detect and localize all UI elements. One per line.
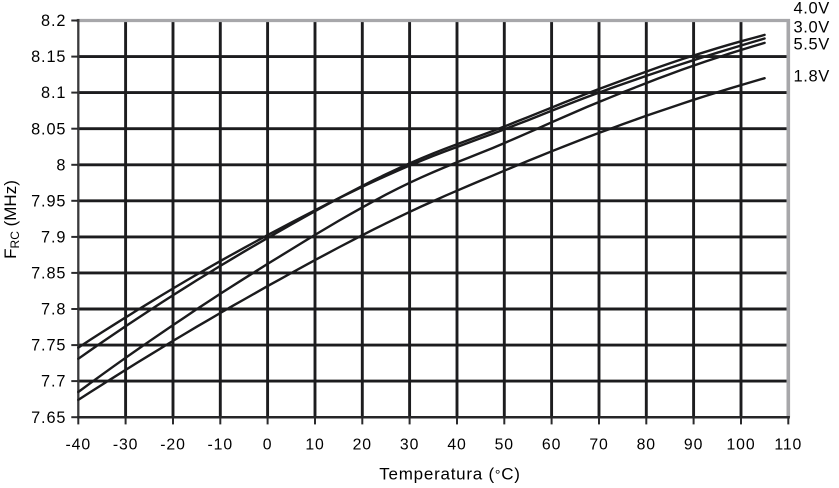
svg-text:8: 8	[56, 156, 66, 174]
svg-text:1.8V: 1.8V	[794, 68, 830, 86]
svg-text:90: 90	[684, 437, 703, 454]
svg-text:8.05: 8.05	[31, 120, 66, 138]
svg-text:20: 20	[353, 437, 372, 454]
svg-text:-30: -30	[113, 437, 139, 454]
svg-text:-10: -10	[208, 437, 234, 454]
svg-text:40: 40	[447, 437, 466, 454]
svg-text:7.8: 7.8	[41, 301, 66, 319]
svg-text:10: 10	[305, 437, 324, 454]
svg-text:50: 50	[495, 437, 514, 454]
svg-text:7.85: 7.85	[31, 265, 66, 283]
svg-text:80: 80	[637, 437, 656, 454]
svg-text:-20: -20	[160, 437, 186, 454]
svg-text:7.95: 7.95	[31, 192, 66, 210]
svg-text:8.15: 8.15	[31, 48, 66, 66]
svg-text:4.0V: 4.0V	[794, 0, 830, 18]
svg-text:30: 30	[400, 437, 419, 454]
svg-text:7.75: 7.75	[31, 337, 66, 355]
svg-text:7.9: 7.9	[41, 229, 66, 247]
svg-text:Temperatura (°C): Temperatura (°C)	[379, 465, 520, 484]
svg-text:110: 110	[774, 437, 802, 454]
svg-text:0: 0	[263, 437, 273, 454]
svg-text:70: 70	[589, 437, 608, 454]
svg-text:60: 60	[542, 437, 561, 454]
svg-text:-40: -40	[66, 437, 92, 454]
svg-text:8.1: 8.1	[41, 84, 66, 102]
svg-text:5.5V: 5.5V	[794, 36, 830, 54]
svg-text:3.0V: 3.0V	[794, 19, 830, 37]
svg-text:7.65: 7.65	[31, 409, 66, 427]
svg-text:100: 100	[726, 437, 755, 454]
svg-text:7.7: 7.7	[41, 373, 66, 391]
svg-text:8.2: 8.2	[41, 12, 66, 30]
